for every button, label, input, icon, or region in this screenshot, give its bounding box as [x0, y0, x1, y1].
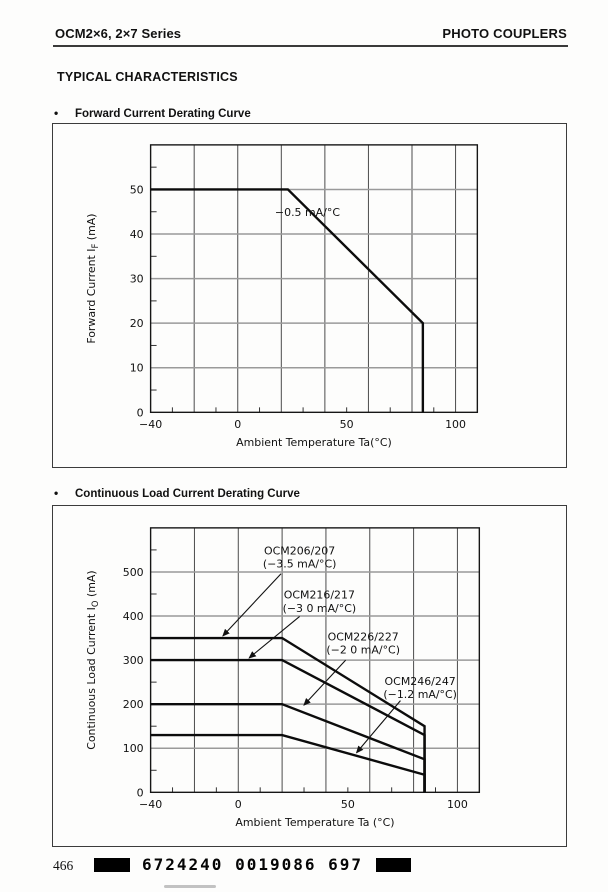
- svg-text:0: 0: [137, 406, 144, 419]
- svg-text:100: 100: [447, 798, 468, 811]
- svg-text:50: 50: [341, 798, 355, 811]
- series-OCM246/247: [150, 733, 426, 793]
- chart2-heading: • Continuous Load Current Derating Curve: [54, 486, 300, 500]
- scan-artifact: [164, 885, 216, 888]
- svg-text:50: 50: [340, 418, 354, 431]
- svg-text:(−3 0 mA/°C): (−3 0 mA/°C): [283, 602, 357, 615]
- svg-text:(−2 0 mA/°C): (−2 0 mA/°C): [326, 644, 400, 657]
- barcode-digits: 6724240 0019086 697: [142, 855, 364, 874]
- svg-text:(−1.2 mA/°C): (−1.2 mA/°C): [383, 688, 457, 701]
- svg-text:30: 30: [130, 273, 144, 286]
- svg-text:(−3.5 mA/°C): (−3.5 mA/°C): [263, 558, 337, 571]
- chart1-heading: • Forward Current Derating Curve: [54, 106, 251, 120]
- svg-text:OCM216/217: OCM216/217: [284, 588, 355, 601]
- series-IF-derating: [150, 188, 425, 413]
- svg-text:0: 0: [137, 786, 144, 799]
- chart2-title: Continuous Load Current Derating Curve: [75, 488, 300, 500]
- svg-text:40: 40: [130, 228, 144, 241]
- header-rule: [53, 45, 568, 47]
- series-OCM216/217: [150, 658, 426, 793]
- svg-text:−40: −40: [139, 418, 162, 431]
- svg-text:300: 300: [123, 654, 144, 667]
- svg-text:400: 400: [123, 610, 144, 623]
- svg-text:Ambient Temperature Ta (°C): Ambient Temperature Ta (°C): [235, 816, 394, 829]
- svg-text:OCM246/247: OCM246/247: [385, 675, 456, 688]
- chart2-frame: −40 0 50 100 0 100 200 300 400 500 Ambient Tempera…: [52, 505, 567, 847]
- svg-text:Continuous Load Current IO (: Continuous Load Current IO (mA): [85, 570, 100, 749]
- bullet-icon: •: [54, 106, 59, 120]
- svg-text:Forward Current IF (mA): Forward Current IF (mA): [85, 214, 100, 344]
- chart1-title: Forward Current Derating Curve: [75, 108, 251, 120]
- svg-text:50: 50: [130, 183, 144, 196]
- svg-text:−0.5 mA/°C: −0.5 mA/°C: [275, 206, 340, 219]
- svg-text:Ambient Temperature Ta(°C): Ambient Temperature Ta(°C): [236, 436, 392, 449]
- section-title: TYPICAL CHARACTERISTICS: [57, 70, 238, 84]
- svg-text:OCM226/227: OCM226/227: [328, 630, 399, 643]
- svg-text:OCM206/207: OCM206/207: [264, 544, 335, 557]
- svg-text:20: 20: [130, 317, 144, 330]
- svg-text:−40: −40: [139, 798, 162, 811]
- page-number: 466: [53, 858, 74, 873]
- svg-text:0: 0: [235, 798, 242, 811]
- svg-text:100: 100: [445, 418, 466, 431]
- barcode-block-left: [94, 858, 130, 872]
- chart1-frame: −40 0 50 100 0 10 20 30 40 50 Ambient Temperature …: [52, 123, 567, 468]
- svg-text:0: 0: [234, 418, 241, 431]
- svg-text:100: 100: [123, 742, 144, 755]
- svg-text:10: 10: [130, 362, 144, 375]
- category-title: PHOTO COUPLERS: [442, 26, 567, 41]
- svg-text:200: 200: [123, 698, 144, 711]
- bullet-icon: •: [54, 486, 59, 500]
- svg-text:500: 500: [123, 566, 144, 579]
- series-title: OCM2×6, 2×7 Series: [55, 26, 182, 41]
- barcode-block-right: [376, 858, 411, 872]
